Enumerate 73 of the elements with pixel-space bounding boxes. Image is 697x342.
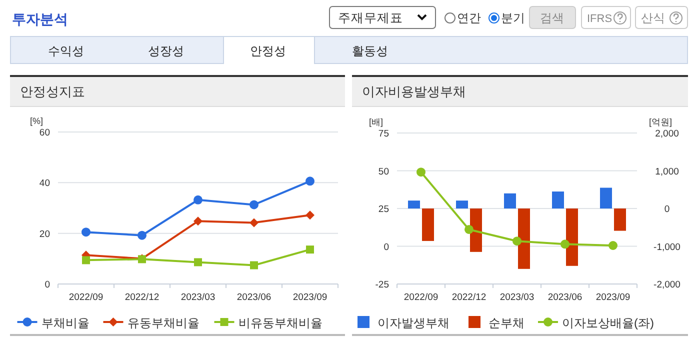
point: [306, 246, 314, 254]
text: 분기: [501, 11, 525, 25]
y-tick-label: 0: [44, 280, 50, 290]
y2-tick-label: -1,000: [654, 242, 680, 253]
text: 산식: [641, 11, 665, 25]
bar: [518, 208, 530, 269]
y-tick-label: 20: [39, 228, 50, 240]
y2-axis-title: [억원]: [649, 117, 672, 127]
x-tick-label: 2023/09: [292, 292, 328, 303]
y-axis-title: [%]: [30, 116, 44, 126]
y-tick-label: 25: [378, 204, 389, 215]
point: [250, 261, 258, 270]
point: [306, 176, 314, 186]
point: [416, 168, 426, 177]
point: [608, 240, 618, 250]
legend-label: 비유동부채비율: [238, 316, 322, 330]
x-tick-label: 2022/12: [124, 292, 160, 303]
point: [194, 195, 202, 204]
y-tick-label: 50: [378, 166, 389, 178]
y-tick-label: 60: [39, 128, 50, 138]
x-tick-label: 2023/03: [180, 292, 216, 303]
legend-label: 이자보상배율(좌): [562, 316, 654, 330]
point: [306, 210, 314, 220]
x-tick-label: 2023/06: [548, 292, 582, 303]
text: 안정성: [250, 44, 286, 58]
bar: [600, 188, 612, 208]
point: [250, 200, 258, 210]
text: 활동성: [352, 44, 388, 58]
point: [464, 224, 474, 234]
x-tick-label: 2022/12: [452, 292, 486, 303]
y2-tick-label: -2,000: [654, 280, 680, 290]
point: [560, 240, 570, 249]
point: [512, 236, 522, 246]
point: [138, 230, 146, 240]
point: [194, 216, 202, 226]
bar: [408, 200, 420, 208]
legend-label: 유동부채비율: [127, 316, 200, 330]
y-tick-label: 0: [384, 242, 389, 253]
x-tick-label: 2022/09: [68, 292, 104, 303]
text: 투자분석: [12, 11, 68, 27]
x-tick-label: 2022/09: [404, 292, 438, 303]
point: [194, 258, 202, 266]
text: 주재무제표: [338, 11, 403, 25]
y-axis-title: [배]: [369, 117, 384, 127]
y-tick-label: -25: [375, 280, 389, 290]
y2-tick-label: 2,000: [655, 128, 679, 140]
text: 검색: [540, 11, 564, 25]
bar: [470, 208, 482, 252]
x-tick-label: 2023/09: [596, 292, 630, 303]
bar: [504, 193, 516, 208]
text: 수익성: [48, 44, 84, 58]
y-tick-label: 75: [378, 128, 389, 140]
y-tick-label: 40: [39, 178, 50, 190]
x-tick-label: 2023/06: [236, 292, 272, 303]
chart-title: 이자비용발생부채: [362, 84, 466, 99]
chart-title: 안정성지표: [20, 84, 85, 99]
point: [250, 218, 258, 228]
bar: [566, 208, 578, 266]
text: IFRS: [587, 13, 612, 25]
text: 성장성: [148, 44, 184, 58]
text: 연간: [457, 11, 481, 25]
bar: [456, 200, 468, 208]
point: [82, 256, 90, 264]
legend-label: 부채비율: [41, 316, 90, 330]
legend-label: 이자발생부채: [378, 316, 450, 330]
point: [82, 228, 90, 237]
bar: [614, 208, 626, 231]
legend-label: 순부채: [488, 316, 524, 330]
y2-tick-label: 1,000: [655, 166, 679, 178]
bar: [552, 192, 564, 208]
bar: [422, 208, 434, 241]
y2-tick-label: 0: [664, 204, 670, 215]
x-tick-label: 2023/03: [500, 292, 534, 303]
